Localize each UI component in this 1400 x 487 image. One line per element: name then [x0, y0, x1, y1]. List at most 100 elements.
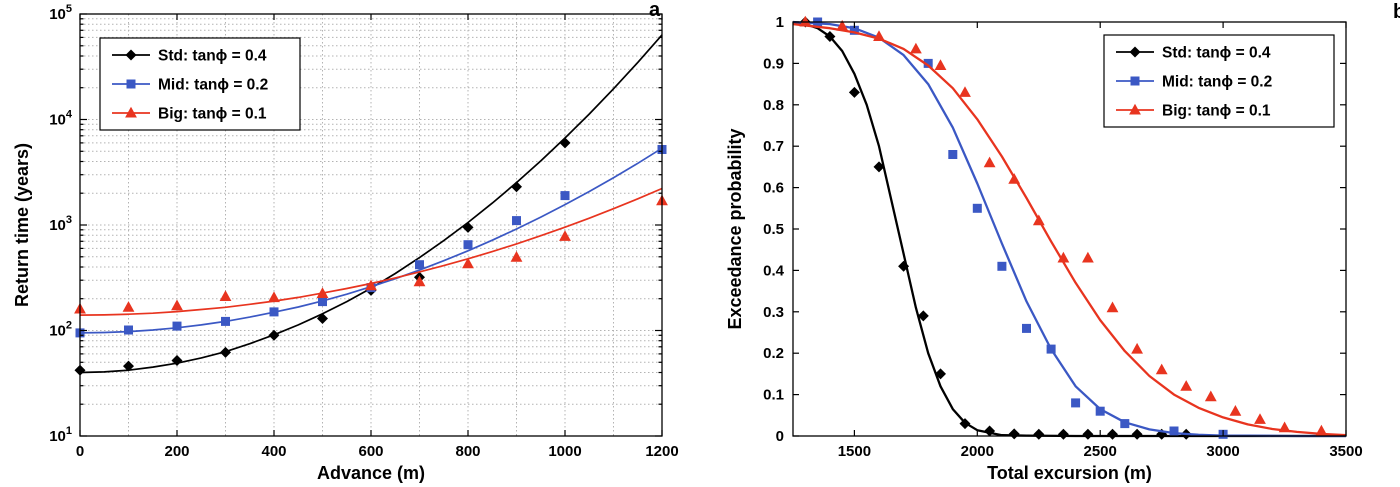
svg-text:800: 800 [455, 443, 480, 460]
ticks [79, 13, 663, 437]
panel-label: b [1393, 1, 1400, 23]
data-marker [836, 19, 849, 31]
data-marker [122, 301, 135, 312]
data-marker [935, 368, 946, 380]
data-marker [220, 346, 231, 358]
svg-text:1500: 1500 [838, 443, 871, 460]
data-marker [559, 230, 571, 241]
svg-text:2000: 2000 [961, 443, 994, 460]
data-marker [126, 79, 136, 89]
data-marker [799, 15, 812, 27]
data-marker [560, 191, 570, 201]
data-marker [268, 291, 280, 303]
svg-text:0.1: 0.1 [763, 387, 784, 404]
data-marker [997, 261, 1007, 271]
data-marker [948, 150, 958, 159]
data-marker [1022, 323, 1031, 333]
data-marker [959, 86, 971, 97]
data-marker [917, 310, 929, 322]
data-marker [221, 316, 230, 326]
data-marker [559, 137, 571, 149]
svg-text:102: 102 [49, 320, 72, 340]
panel-label: a [649, 0, 661, 21]
series-markers-2 [799, 15, 1328, 436]
data-marker [1046, 344, 1056, 354]
data-marker [510, 251, 523, 262]
data-marker [1131, 342, 1143, 354]
data-marker [1032, 214, 1045, 226]
data-marker [972, 203, 982, 213]
data-marker [1131, 428, 1143, 440]
svg-text:200: 200 [164, 443, 189, 460]
data-marker [511, 181, 522, 193]
data-marker [1057, 251, 1070, 263]
svg-text:600: 600 [358, 443, 383, 460]
data-marker [910, 42, 922, 54]
svg-text:0.9: 0.9 [763, 55, 784, 72]
data-marker [125, 49, 137, 61]
data-marker [1155, 363, 1168, 375]
data-marker [983, 156, 996, 168]
svg-text:0.4: 0.4 [763, 262, 785, 279]
data-marker [1254, 413, 1266, 424]
svg-text:0: 0 [776, 428, 784, 445]
data-marker [1180, 380, 1193, 391]
svg-text:0.2: 0.2 [763, 345, 784, 362]
svg-text:103: 103 [49, 214, 72, 234]
svg-text:104: 104 [49, 109, 73, 129]
data-marker [1130, 76, 1140, 86]
data-marker [463, 240, 473, 250]
data-marker [316, 287, 329, 298]
series-markers-2 [74, 194, 668, 314]
svg-text:1: 1 [776, 14, 784, 31]
legend-entry-label: Big: tanϕ = 0.1 [158, 106, 267, 123]
data-marker [171, 355, 183, 366]
svg-text:105: 105 [49, 3, 72, 23]
data-marker [898, 260, 910, 272]
series-line-1 [79, 147, 663, 334]
svg-text:0.3: 0.3 [763, 304, 784, 321]
data-marker [415, 260, 424, 270]
data-marker [1033, 428, 1045, 440]
x-axis-label: Total excursion (m) [987, 463, 1152, 483]
svg-text:3000: 3000 [1206, 443, 1239, 460]
data-marker [268, 329, 280, 341]
data-marker [1008, 428, 1020, 440]
panel-a-chart: 0 200 400 600 800 1000 1200 101 102 103 104 105 Adva… [12, 0, 679, 483]
data-marker [1169, 426, 1179, 436]
data-marker [219, 290, 232, 301]
data-marker [413, 275, 426, 287]
legend: Std: tanϕ = 0.4 Mid: tanϕ = 0.2 Big: tanϕ … [99, 37, 301, 131]
series-line-2 [792, 22, 1347, 437]
svg-text:0.5: 0.5 [763, 221, 784, 238]
y-axis-label: Exceedance probability [725, 128, 745, 329]
data-marker [1120, 419, 1130, 429]
data-marker [1057, 428, 1069, 440]
legend-entry-label: Std: tanϕ = 0.4 [158, 48, 267, 65]
svg-text:0: 0 [76, 443, 84, 460]
legend: Std: tanϕ = 0.4 Mid: tanϕ = 0.2 Big: tanϕ … [1103, 34, 1335, 128]
data-marker [1095, 406, 1105, 416]
chart-root: 0 200 400 600 800 1000 1200 101 102 103 104 105 Adva… [12, 0, 679, 483]
svg-text:0.7: 0.7 [763, 138, 784, 155]
data-marker [959, 418, 971, 430]
svg-text:0.8: 0.8 [763, 97, 784, 114]
data-marker [1082, 251, 1094, 263]
data-marker [934, 59, 947, 70]
data-marker [171, 299, 183, 311]
data-marker [923, 58, 933, 68]
data-marker [1071, 398, 1081, 408]
legend-entry-label: Mid: tanϕ = 0.2 [1162, 74, 1272, 91]
data-marker [269, 307, 279, 317]
data-marker [1107, 428, 1118, 440]
legend-entry-label: Mid: tanϕ = 0.2 [158, 77, 268, 94]
svg-text:3500: 3500 [1329, 443, 1362, 460]
ticks [793, 21, 1347, 437]
data-marker [1082, 428, 1094, 440]
data-marker [317, 313, 328, 324]
data-marker [848, 86, 860, 98]
data-marker [462, 257, 474, 269]
tick-labels: 0 200 400 600 800 1000 1200 101 102 103 104 105 [49, 3, 679, 460]
data-marker [984, 425, 996, 437]
